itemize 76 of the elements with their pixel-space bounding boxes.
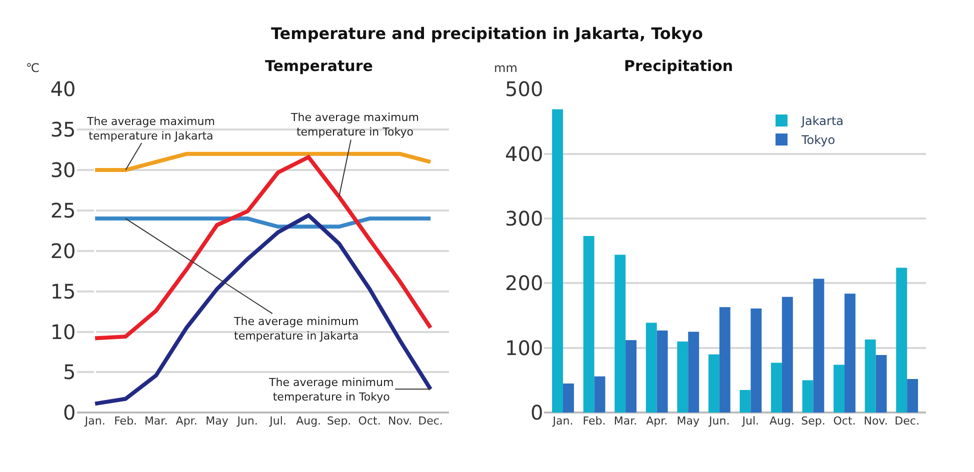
x-tick-label: Jun. bbox=[708, 414, 730, 428]
y-tick-label: 0 bbox=[63, 400, 76, 425]
line-series bbox=[93, 213, 433, 406]
bar bbox=[614, 254, 626, 413]
y-tick-label: 40 bbox=[50, 77, 76, 102]
legend-label: Tokyo bbox=[800, 133, 836, 148]
chart-title: Precipitation bbox=[624, 57, 734, 75]
annotation: The average minimum temperature in Jakarta bbox=[233, 315, 359, 342]
bar bbox=[907, 378, 918, 413]
y-tick-label: 25 bbox=[50, 198, 76, 222]
x-tick-label: Aug. bbox=[769, 414, 794, 428]
bar bbox=[708, 354, 720, 413]
x-tick-label: Apr. bbox=[176, 414, 198, 428]
x-tick-label: Oct. bbox=[833, 414, 856, 428]
x-tick-label: Feb. bbox=[582, 414, 606, 428]
annotation: The average maximum temperature in Tokyo bbox=[290, 111, 419, 138]
annotation: The average minimum temperature in Tokyo bbox=[268, 376, 394, 404]
x-tick-label: Nov. bbox=[388, 414, 412, 428]
x-tick-label: Jun. bbox=[236, 414, 258, 428]
bar bbox=[740, 390, 751, 413]
x-tick-label: Jan. bbox=[552, 414, 574, 428]
bar bbox=[552, 109, 564, 413]
bar bbox=[896, 268, 908, 413]
x-tick-label: Apr. bbox=[646, 414, 668, 428]
bar bbox=[771, 362, 782, 413]
x-tick-label: Jul. bbox=[741, 414, 760, 428]
y-tick-label: 10 bbox=[50, 320, 76, 344]
bar bbox=[677, 341, 688, 413]
bar bbox=[583, 236, 594, 413]
x-tick-label: Sep. bbox=[801, 414, 826, 428]
bar bbox=[834, 364, 845, 413]
y-axis-title: mm bbox=[494, 61, 518, 75]
x-tick-label: Sep. bbox=[326, 414, 352, 428]
y-tick-label: 400 bbox=[505, 142, 544, 166]
y-tick-label: 100 bbox=[505, 336, 544, 360]
line-series bbox=[93, 155, 433, 340]
x-tick-label: Dec. bbox=[418, 414, 443, 428]
x-tick-label: Mar. bbox=[144, 414, 168, 428]
y-tick-label: 35 bbox=[50, 118, 76, 142]
bar bbox=[594, 376, 606, 413]
y-tick-label: 0 bbox=[530, 400, 544, 425]
y-axis-title: ℃ bbox=[26, 61, 40, 75]
bar bbox=[782, 296, 793, 413]
y-tick-label: 30 bbox=[50, 158, 76, 182]
x-tick-label: Aug. bbox=[296, 414, 322, 428]
legend-label: Jakarta bbox=[800, 114, 844, 128]
y-tick-label: 200 bbox=[505, 271, 544, 296]
bar bbox=[656, 330, 668, 413]
x-tick-label: Jul. bbox=[268, 414, 286, 428]
x-tick-label: Nov. bbox=[864, 414, 888, 428]
bar bbox=[688, 332, 700, 413]
text: Temperature and precipitation in Jakarta, Tokyo bbox=[271, 24, 703, 43]
bar bbox=[844, 294, 856, 413]
x-tick-label: Mar. bbox=[614, 414, 638, 428]
y-tick-label: 500 bbox=[505, 77, 544, 102]
y-tick-label: 300 bbox=[505, 206, 544, 231]
y-tick-label: 15 bbox=[50, 279, 76, 304]
bar bbox=[563, 383, 574, 413]
bar bbox=[719, 307, 730, 413]
x-tick-label: May bbox=[676, 414, 700, 428]
bar bbox=[876, 355, 887, 413]
bar bbox=[626, 340, 637, 413]
x-tick-label: Feb. bbox=[114, 414, 138, 428]
bar bbox=[813, 278, 824, 413]
x-tick-label: Dec. bbox=[894, 414, 920, 428]
bar bbox=[802, 380, 814, 413]
bar bbox=[750, 308, 762, 413]
bar bbox=[864, 340, 876, 413]
x-tick-label: May bbox=[206, 414, 229, 428]
annotation: The average maximum temperature in Jakarta bbox=[86, 115, 215, 142]
chart-title: Temperature bbox=[265, 57, 373, 75]
x-tick-label: Oct. bbox=[358, 414, 381, 428]
y-tick-label: 5 bbox=[63, 360, 76, 384]
bar bbox=[646, 322, 657, 413]
y-tick-label: 20 bbox=[50, 238, 76, 263]
x-tick-label: Jan. bbox=[84, 414, 106, 428]
